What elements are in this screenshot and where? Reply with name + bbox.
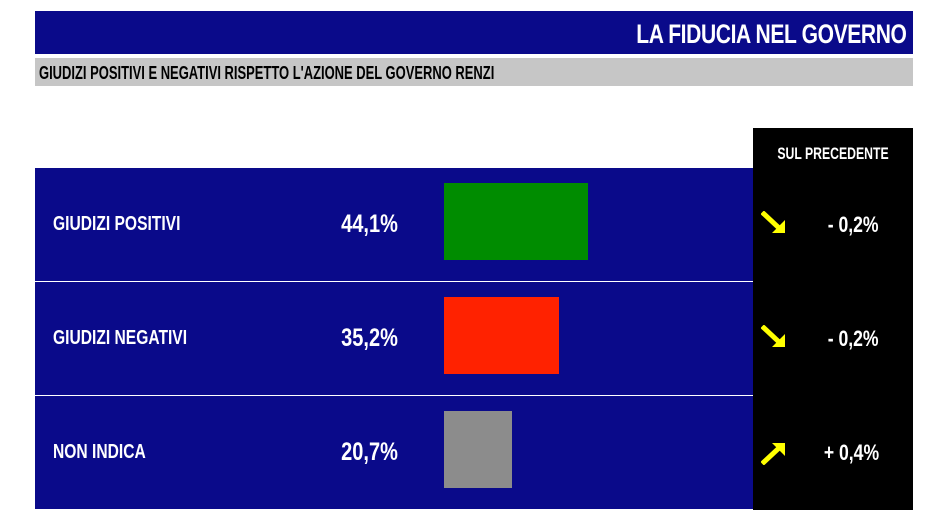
header-banner: LA FIDUCIA NEL GOVERNO — [35, 11, 913, 54]
chart-row: GIUDIZI NEGATIVI 35,2% — [35, 282, 753, 395]
arrow-up-right-icon — [761, 443, 785, 465]
arrow-down-right-icon — [761, 325, 785, 347]
change-cell: + 0,4% — [753, 396, 913, 509]
change-column-header: SUL PRECEDENTE — [777, 144, 889, 163]
change-cell: - 0,2% — [753, 168, 913, 281]
category-label: GIUDIZI POSITIVI — [53, 213, 181, 235]
category-label: GIUDIZI NEGATIVI — [53, 327, 188, 349]
page-title: LA FIDUCIA NEL GOVERNO — [636, 19, 908, 49]
change-cell: - 0,2% — [753, 282, 913, 395]
change-value: - 0,2% — [828, 326, 879, 351]
arrow-down-right-icon — [761, 211, 785, 233]
chart-row: GIUDIZI POSITIVI 44,1% — [35, 168, 753, 281]
change-value: - 0,2% — [828, 212, 879, 237]
value-label: 20,7% — [341, 438, 398, 466]
value-label: 35,2% — [341, 324, 398, 352]
subheader-banner: GIUDIZI POSITIVI E NEGATIVI RISPETTO L'A… — [35, 58, 913, 86]
chart-subtitle: GIUDIZI POSITIVI E NEGATIVI RISPETTO L'A… — [39, 63, 495, 83]
change-value: + 0,4% — [823, 440, 879, 465]
bar — [444, 297, 560, 374]
chart-row: NON INDICA 20,7% — [35, 396, 753, 509]
value-label: 44,1% — [341, 210, 398, 238]
category-label: NON INDICA — [53, 441, 146, 463]
bar — [444, 183, 589, 260]
bar — [444, 411, 512, 488]
